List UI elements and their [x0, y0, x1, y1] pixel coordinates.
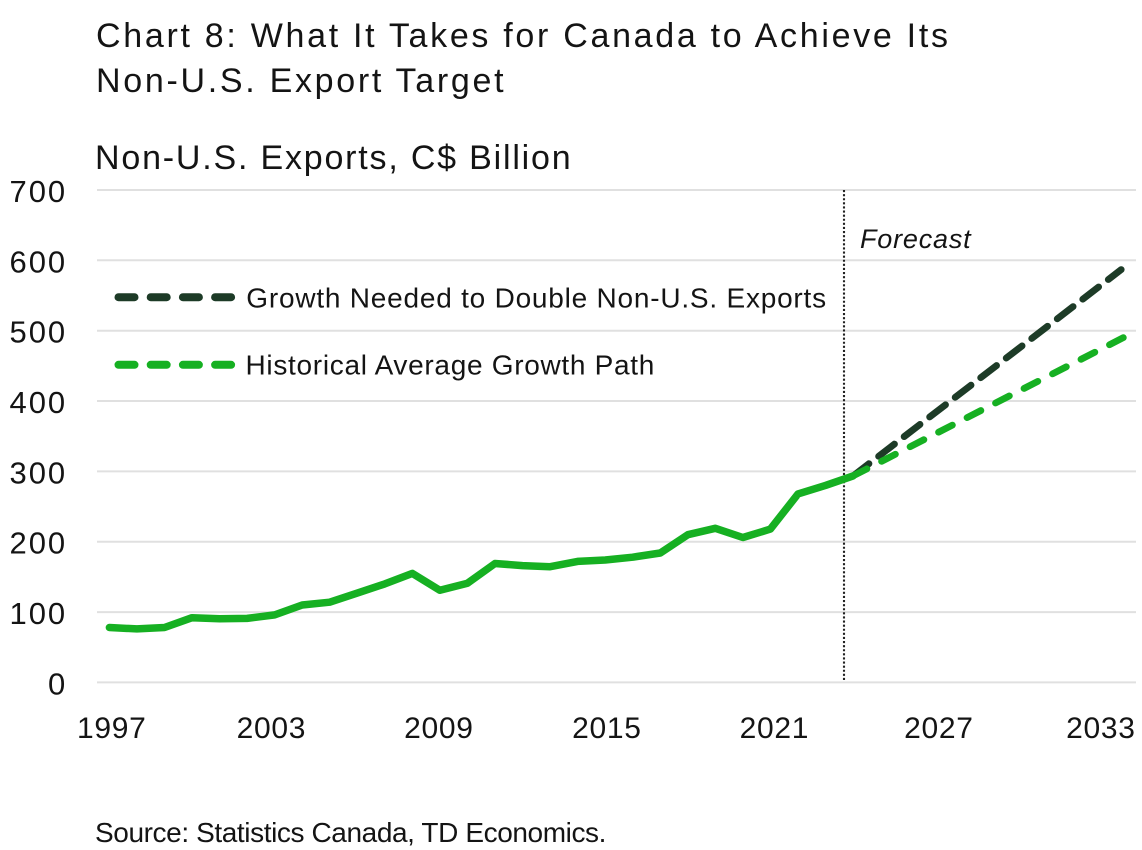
svg-text:Chart 8: What It Takes for Can: Chart 8: What It Takes for Canada to Ach… [96, 17, 951, 55]
svg-text:700: 700 [9, 174, 67, 209]
svg-text:2009: 2009 [404, 712, 474, 745]
svg-text:2033: 2033 [1066, 712, 1136, 745]
svg-text:Non-U.S. Export Target: Non-U.S. Export Target [96, 62, 506, 100]
svg-text:2027: 2027 [904, 712, 974, 745]
svg-text:300: 300 [9, 455, 67, 490]
svg-text:0: 0 [48, 666, 67, 701]
svg-text:1997: 1997 [77, 712, 147, 745]
svg-text:500: 500 [9, 315, 67, 350]
svg-text:Growth Needed to Double Non-U.: Growth Needed to Double Non-U.S. Exports [246, 283, 827, 314]
svg-text:2003: 2003 [237, 712, 307, 745]
svg-text:2015: 2015 [572, 712, 642, 745]
svg-text:200: 200 [9, 526, 67, 561]
svg-text:400: 400 [9, 385, 67, 420]
svg-text:Source: Statistics Canada, TD: Source: Statistics Canada, TD Economics. [95, 817, 606, 848]
svg-text:Non-U.S. Exports, C$ Billion: Non-U.S. Exports, C$ Billion [95, 139, 572, 177]
svg-text:2021: 2021 [740, 712, 810, 745]
svg-text:600: 600 [9, 244, 67, 279]
svg-text:Forecast: Forecast [860, 224, 972, 254]
svg-text:100: 100 [9, 596, 67, 631]
svg-text:Historical Average Growth Path: Historical Average Growth Path [246, 350, 656, 381]
